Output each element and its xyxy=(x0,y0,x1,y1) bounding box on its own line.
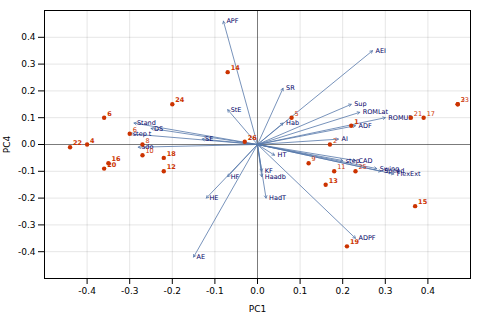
svg-text:Haadb: Haadb xyxy=(265,173,286,181)
svg-text:HF: HF xyxy=(231,173,240,181)
svg-text:SE: SE xyxy=(205,135,213,143)
svg-text:17: 17 xyxy=(427,110,435,118)
svg-text:1: 1 xyxy=(354,118,359,126)
svg-text:step t: step t xyxy=(132,129,152,138)
svg-text:9: 9 xyxy=(312,155,316,163)
svg-text:2: 2 xyxy=(333,137,337,145)
svg-text:22: 22 xyxy=(73,139,82,147)
svg-text:-0.2: -0.2 xyxy=(18,193,36,203)
svg-text:Stand: Stand xyxy=(137,119,156,128)
svg-text:13: 13 xyxy=(329,177,338,185)
svg-text:0.4: 0.4 xyxy=(421,286,436,296)
svg-text:14: 14 xyxy=(231,64,241,72)
svg-text:24: 24 xyxy=(175,96,185,104)
svg-text:AI: AI xyxy=(341,135,347,143)
svg-text:15: 15 xyxy=(418,198,428,206)
svg-text:HadT: HadT xyxy=(269,194,286,202)
svg-text:KF: KF xyxy=(264,167,273,176)
svg-text:-0.1: -0.1 xyxy=(18,166,36,176)
svg-text:FlexExt: FlexExt xyxy=(397,170,421,178)
svg-text:23: 23 xyxy=(461,96,469,104)
svg-text:21: 21 xyxy=(414,110,422,118)
svg-text:APF: APF xyxy=(226,17,238,25)
svg-text:Hab: Hab xyxy=(286,119,299,127)
svg-text:AEI: AEI xyxy=(376,47,387,55)
svg-text:ROMUP: ROMUP xyxy=(388,114,412,122)
html-text:step CAD: step CAD xyxy=(345,156,373,165)
svg-text:StE: StE xyxy=(231,106,242,114)
svg-text:Speed: Speed xyxy=(384,167,405,176)
svg-text:0.0: 0.0 xyxy=(21,139,36,149)
svg-text:-0.2: -0.2 xyxy=(164,286,182,296)
svg-text:10: 10 xyxy=(145,147,153,155)
svg-text:-0.3: -0.3 xyxy=(121,286,139,296)
svg-text:0.3: 0.3 xyxy=(21,59,35,69)
svg-text:16: 16 xyxy=(111,155,121,164)
svg-text:18: 18 xyxy=(167,150,177,158)
svg-text:5: 5 xyxy=(295,110,299,118)
svg-text:HT: HT xyxy=(278,151,287,159)
svg-text:AE: AE xyxy=(197,253,206,261)
svg-text:-0.4: -0.4 xyxy=(18,247,36,257)
svg-text:DS: DS xyxy=(154,125,163,133)
svg-text:-0.1: -0.1 xyxy=(206,286,224,296)
svg-text:0.3: 0.3 xyxy=(378,286,392,296)
svg-text:HE: HE xyxy=(209,194,218,202)
svg-text:0.2: 0.2 xyxy=(336,286,350,296)
svg-text:0.4: 0.4 xyxy=(21,32,36,42)
svg-text:25: 25 xyxy=(358,163,366,171)
svg-text:ADF: ADF xyxy=(358,122,371,130)
svg-text:ROMLat: ROMLat xyxy=(363,108,389,116)
svg-text:0.1: 0.1 xyxy=(293,286,307,296)
svg-text:20: 20 xyxy=(107,161,117,169)
svg-text:PC4: PC4 xyxy=(2,136,12,154)
svg-text:12: 12 xyxy=(167,163,176,171)
svg-text:-0.3: -0.3 xyxy=(18,220,36,230)
svg-text:6: 6 xyxy=(133,126,137,134)
svg-text:0.2: 0.2 xyxy=(21,86,35,96)
svg-text:26: 26 xyxy=(248,134,258,142)
svg-text:0.1: 0.1 xyxy=(21,113,35,123)
svg-text:6: 6 xyxy=(107,110,112,118)
svg-text:4: 4 xyxy=(90,137,95,145)
svg-text:Sup: Sup xyxy=(354,100,366,108)
svg-text:PC1: PC1 xyxy=(249,304,266,314)
svg-text:-0.4: -0.4 xyxy=(78,286,96,296)
svg-text:19: 19 xyxy=(350,238,360,246)
svg-text:8: 8 xyxy=(145,137,149,145)
svg-text:0.0: 0.0 xyxy=(250,286,265,296)
svg-text:11: 11 xyxy=(337,163,345,171)
svg-text:ADPF: ADPF xyxy=(358,234,375,242)
svg-text:SR: SR xyxy=(286,84,295,92)
